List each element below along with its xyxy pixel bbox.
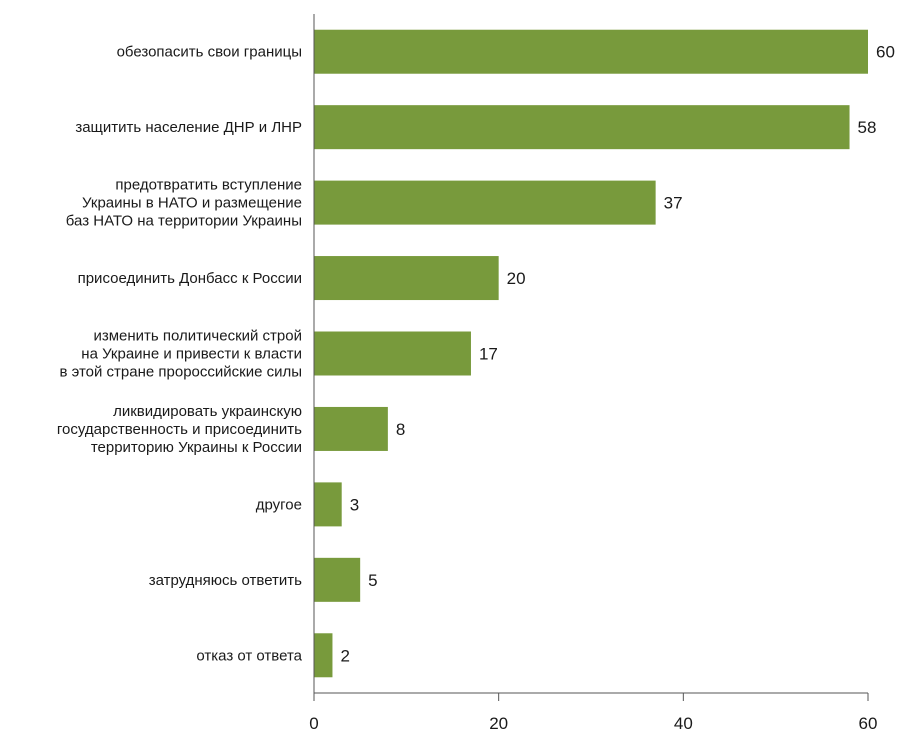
category-label: присоединить Донбасс к России [78, 270, 302, 287]
category-label-line: присоединить Донбасс к России [78, 270, 302, 287]
category-label: другое [256, 496, 302, 513]
category-labels-group: обезопасить свои границы защитить населен… [57, 44, 303, 665]
bar-value-label: 2 [340, 646, 349, 665]
value-labels-group: 60 58 37 20 17 8 3 5 2 [340, 43, 894, 666]
category-label-line: другое [256, 496, 302, 513]
x-ticks-group: 0 20 40 60 [309, 693, 877, 733]
x-tick-label: 40 [674, 714, 693, 733]
category-label: защитить население ДНР и ЛНР [75, 119, 302, 136]
bar-value-label: 20 [507, 269, 526, 288]
bar [314, 256, 499, 301]
bar [314, 180, 656, 225]
bar [314, 105, 850, 150]
category-label-line: изменить политический строй [93, 328, 302, 345]
category-label-line: отказ от ответа [196, 647, 302, 664]
category-label: затрудняюсь ответить [149, 572, 302, 589]
category-label: отказ от ответа [196, 647, 302, 664]
bar [314, 482, 342, 527]
bar-value-label: 3 [350, 495, 359, 514]
bar-value-label: 8 [396, 420, 405, 439]
bar-value-label: 37 [664, 194, 683, 213]
category-label-line: предотвратить вступление [115, 177, 302, 194]
category-label-line: затрудняюсь ответить [149, 572, 302, 589]
category-label-line: баз НАТО на территории Украины [66, 213, 302, 230]
bar-value-label: 60 [876, 43, 895, 62]
category-label-line: на Украине и привести к власти [81, 346, 302, 363]
category-label-line: в этой стране пророссийские силы [59, 364, 302, 381]
x-tick-label: 60 [859, 714, 878, 733]
x-tick-label: 0 [309, 714, 318, 733]
category-label-line: территорию Украины к России [91, 439, 302, 456]
category-label: предотвратить вступление Украины в НАТО и… [66, 177, 302, 230]
category-label-line: защитить население ДНР и ЛНР [75, 119, 302, 136]
bar [314, 406, 388, 451]
bars-group [314, 29, 868, 678]
bar [314, 29, 868, 74]
category-label-line: ликвидировать украинскую [113, 403, 302, 420]
category-label-line: государственность и присоединить [57, 421, 302, 438]
bar [314, 557, 361, 602]
category-label-line: Украины в НАТО и размещение [82, 195, 302, 212]
category-label: обезопасить свои границы [117, 44, 302, 61]
bar-value-label: 17 [479, 345, 498, 364]
bar-value-label: 58 [858, 118, 877, 137]
bar [314, 633, 333, 678]
bar [314, 331, 471, 376]
bar-value-label: 5 [368, 571, 377, 590]
category-label: ликвидировать украинскую государственност… [57, 403, 302, 456]
x-tick-label: 20 [489, 714, 508, 733]
category-label: изменить политический строй на Украине и … [59, 328, 302, 381]
category-label-line: обезопасить свои границы [117, 44, 302, 61]
